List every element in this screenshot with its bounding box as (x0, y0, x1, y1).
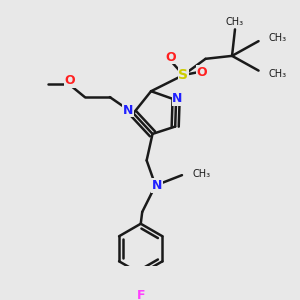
Text: CH₃: CH₃ (192, 169, 210, 179)
Text: F: F (136, 290, 145, 300)
Text: CH₃: CH₃ (226, 17, 244, 27)
Text: O: O (165, 51, 175, 64)
Text: N: N (152, 179, 162, 192)
Text: S: S (178, 68, 188, 82)
Text: N: N (172, 92, 183, 105)
Text: CH₃: CH₃ (269, 68, 287, 79)
Text: O: O (196, 66, 207, 79)
Text: O: O (65, 74, 75, 87)
Text: CH₃: CH₃ (269, 33, 287, 43)
Text: N: N (123, 104, 133, 117)
